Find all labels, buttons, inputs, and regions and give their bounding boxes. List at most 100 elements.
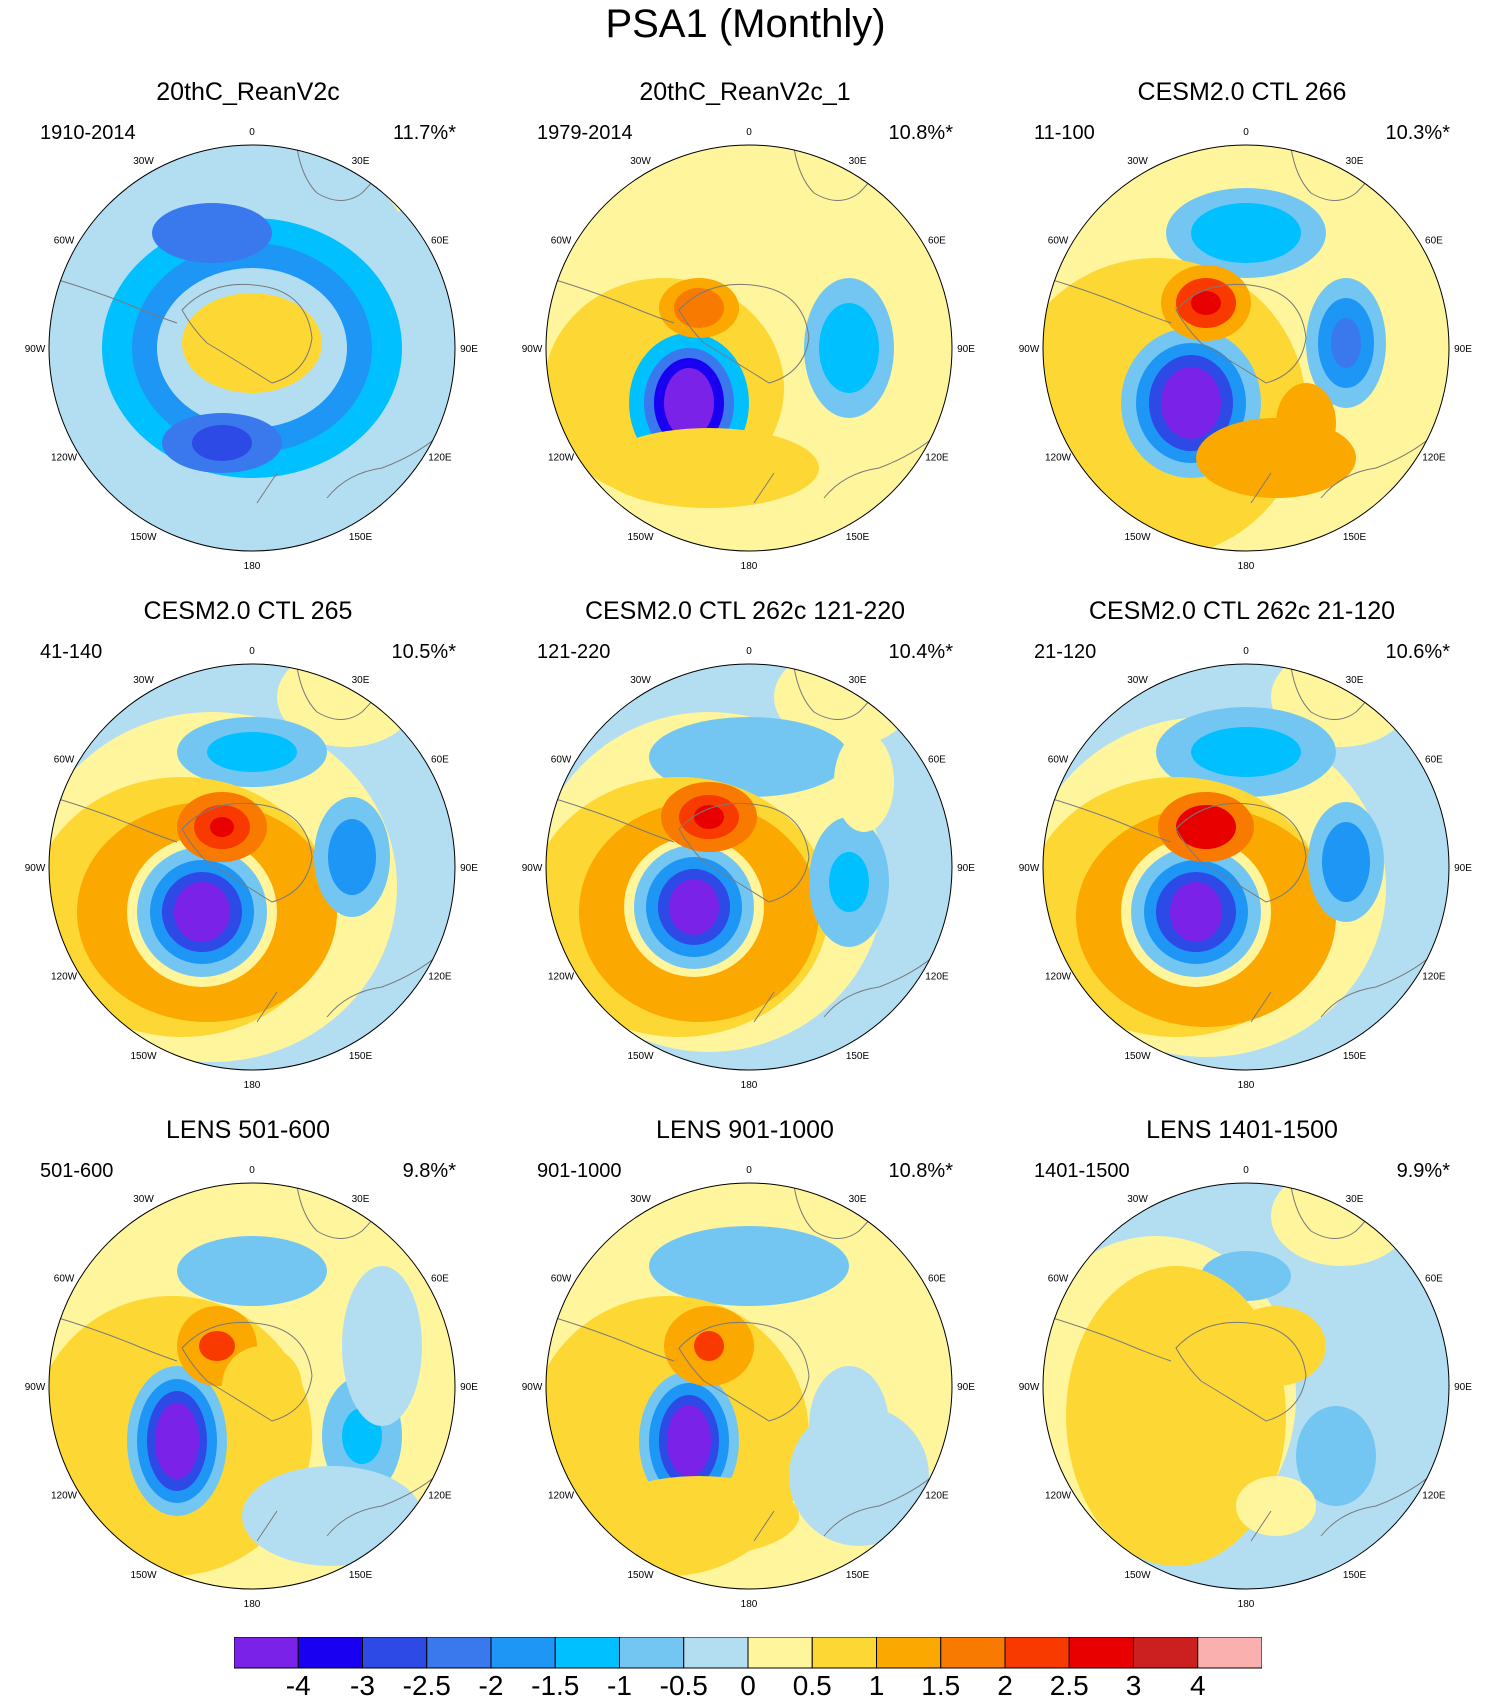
colorbar-swatch — [1068, 1637, 1134, 1669]
longitude-label: 60E — [1425, 236, 1443, 247]
longitude-label: 90E — [460, 344, 478, 355]
longitude-label: 30W — [1127, 156, 1148, 167]
longitude-label: 120W — [548, 1491, 575, 1502]
south-america-coastline — [51, 796, 178, 843]
panel-variance-explained: 9.8%* — [402, 1160, 456, 1182]
field-contour — [177, 1236, 327, 1306]
antarctica-coastline — [1175, 802, 1307, 903]
colorbar-swatch — [234, 1637, 299, 1669]
longitude-label: 180 — [1238, 1080, 1255, 1091]
panel-period: 121-220 — [537, 641, 611, 663]
panel-variance-explained: 10.3%* — [1385, 122, 1451, 144]
longitude-label: 30E — [352, 156, 370, 167]
field-contour — [182, 293, 322, 393]
new-zealand-coastline — [753, 1510, 775, 1542]
map-panel: CESM2.0 CTL 262c 21-120 21-120 10.6%* 0 30E 6… — [994, 597, 1490, 1107]
new-zealand-coastline — [753, 991, 775, 1023]
longitude-label: 120E — [1422, 972, 1446, 983]
longitude-label: 90W — [1019, 344, 1040, 355]
panel-variance-explained: 10.6%* — [1385, 641, 1451, 663]
field-contour — [328, 819, 376, 895]
antarctica-coastline — [678, 1321, 810, 1422]
colorbar-tick-label: 4 — [1189, 1670, 1206, 1701]
field-contour — [1296, 1406, 1376, 1506]
field-contour — [210, 817, 234, 837]
field-contour — [1276, 383, 1336, 463]
longitude-label: 90W — [25, 344, 46, 355]
longitude-label: 30W — [133, 1194, 154, 1205]
field-contour — [192, 425, 252, 461]
map-panel: 20thC_ReanV2c_1 1979-2014 10.8%* 0 30E 60E 90E… — [497, 78, 993, 588]
australia-coastline — [823, 427, 945, 499]
polar-map: 0 30E 60E 90E 120E 150E 180 150W 120W 90W 60W 30W — [1019, 127, 1473, 572]
longitude-label: 150E — [846, 1570, 870, 1581]
longitude-label: 0 — [249, 646, 255, 657]
field-contour — [242, 1466, 422, 1566]
field-contour — [342, 1266, 422, 1426]
field-contour — [207, 732, 297, 772]
polar-map: 0 30E 60E 90E 120E 150E 180 150W 120W 90W 60W 30W — [522, 646, 976, 1091]
map-boundary — [1042, 663, 1450, 1071]
longitude-label: 150W — [627, 1051, 654, 1062]
colorbar-swatch — [1004, 1637, 1070, 1669]
panel-variance-explained: 10.4%* — [888, 641, 954, 663]
longitude-label: 120W — [548, 453, 575, 464]
longitude-label: 90W — [1019, 1382, 1040, 1393]
map-panel: CESM2.0 CTL 266 11-100 10.3%* 0 30E 60E 90E 120… — [994, 78, 1490, 588]
polar-map: 0 30E 60E 90E 120E 150E 180 150W 120W 90W 60W 30W — [25, 646, 479, 1091]
map-boundary — [1042, 1182, 1450, 1590]
longitude-label: 180 — [244, 1599, 261, 1610]
longitude-label: 90E — [1454, 1382, 1472, 1393]
field-contour — [155, 1403, 199, 1479]
colorbar-tick-label: 0 — [740, 1670, 756, 1701]
polar-map: 0 30E 60E 90E 120E 150E 180 150W 120W 90W 60W 30W — [25, 1165, 479, 1610]
field-contour — [674, 288, 724, 328]
longitude-label: 30E — [1346, 675, 1364, 686]
longitude-label: 180 — [741, 1599, 758, 1610]
polar-map: 0 30E 60E 90E 120E 150E 180 150W 120W 90W 60W 30W — [25, 127, 479, 572]
colorbar-tick-label: 2 — [997, 1670, 1013, 1701]
longitude-label: 180 — [244, 1080, 261, 1091]
longitude-label: 120W — [51, 1491, 78, 1502]
longitude-label: 30W — [630, 156, 651, 167]
field-contour — [1331, 318, 1361, 368]
longitude-label: 90W — [1019, 863, 1040, 874]
panel-period: 501-600 — [40, 1160, 114, 1182]
panel-title: LENS 501-600 — [165, 1116, 330, 1144]
field-contour — [774, 145, 914, 228]
longitude-label: 30E — [352, 1194, 370, 1205]
longitude-label: 120E — [1422, 1491, 1446, 1502]
field-contour — [1322, 822, 1370, 902]
longitude-label: 30W — [133, 156, 154, 167]
longitude-label: 120E — [428, 1491, 452, 1502]
new-zealand-coastline — [256, 991, 278, 1023]
south-america-coastline — [548, 1315, 675, 1362]
colorbar-tick-label: 0.5 — [792, 1670, 832, 1701]
polar-map: 0 30E 60E 90E 120E 150E 180 150W 120W 90W 60W 30W — [1019, 1165, 1473, 1610]
antarctica-coastline — [1175, 283, 1307, 384]
colorbar-tick-label: 1 — [868, 1670, 885, 1701]
longitude-label: 150W — [1124, 1570, 1151, 1581]
field-contour — [694, 1331, 724, 1361]
longitude-label: 30E — [849, 156, 867, 167]
longitude-label: 120E — [925, 972, 949, 983]
panel-period: 1401-1500 — [1034, 1160, 1130, 1182]
longitude-label: 90E — [957, 863, 975, 874]
longitude-label: 30E — [352, 675, 370, 686]
colorbar-tick-label: 1.5 — [921, 1670, 961, 1701]
longitude-label: 60W — [54, 755, 75, 766]
polar-map: 0 30E 60E 90E 120E 150E 180 150W 120W 90W 60W 30W — [522, 127, 976, 572]
longitude-label: 150E — [349, 1051, 373, 1062]
map-boundary — [545, 144, 953, 552]
longitude-label: 150E — [349, 532, 373, 543]
longitude-label: 120E — [428, 453, 452, 464]
longitude-label: 60W — [1048, 1274, 1069, 1285]
longitude-label: 90W — [25, 1382, 46, 1393]
longitude-label: 150W — [130, 1570, 157, 1581]
map-boundary — [545, 663, 953, 1071]
field-contour — [199, 1331, 235, 1361]
colorbar-swatch — [554, 1637, 620, 1669]
field-contour — [667, 1405, 711, 1477]
panel-variance-explained: 10.5%* — [391, 641, 457, 663]
panel-period: 41-140 — [40, 641, 103, 663]
